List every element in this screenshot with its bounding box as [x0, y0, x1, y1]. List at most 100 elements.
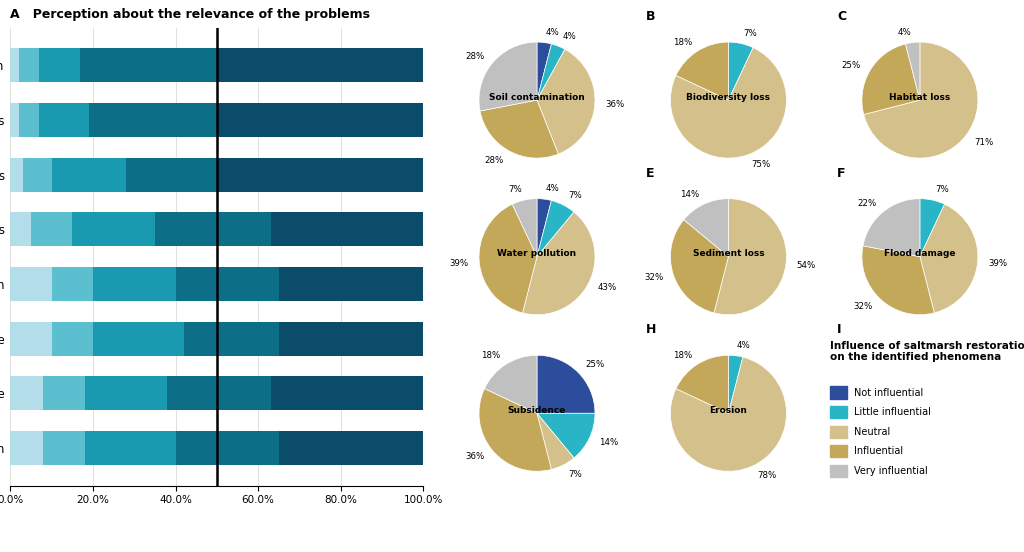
- Wedge shape: [479, 42, 537, 111]
- Text: H: H: [646, 323, 656, 336]
- Text: 7%: 7%: [935, 185, 948, 194]
- Bar: [43, 431, 85, 465]
- Text: 14%: 14%: [599, 438, 618, 447]
- Wedge shape: [537, 200, 573, 257]
- Text: 28%: 28%: [484, 156, 504, 164]
- Text: 4%: 4%: [546, 184, 559, 193]
- Wedge shape: [537, 413, 595, 458]
- Text: Very influential: Very influential: [854, 466, 928, 476]
- Bar: [183, 322, 279, 355]
- Wedge shape: [684, 199, 728, 257]
- Text: 22%: 22%: [857, 199, 877, 209]
- Text: I: I: [838, 323, 842, 336]
- Text: B: B: [646, 10, 655, 23]
- Bar: [217, 103, 424, 137]
- Bar: [10, 158, 23, 192]
- Wedge shape: [863, 199, 920, 257]
- Wedge shape: [484, 355, 537, 413]
- Text: 39%: 39%: [988, 259, 1008, 268]
- Text: 28%: 28%: [465, 52, 484, 61]
- FancyBboxPatch shape: [829, 465, 847, 477]
- Bar: [10, 267, 51, 301]
- Text: 18%: 18%: [481, 351, 501, 360]
- Text: 7%: 7%: [743, 29, 757, 38]
- Bar: [51, 158, 126, 192]
- Text: Flood damage: Flood damage: [884, 250, 955, 258]
- Bar: [270, 213, 424, 246]
- Text: 71%: 71%: [974, 137, 993, 146]
- Text: 43%: 43%: [598, 283, 617, 292]
- Bar: [81, 49, 217, 82]
- Text: Little influential: Little influential: [854, 407, 931, 417]
- Wedge shape: [671, 47, 786, 158]
- Text: Sediment loss: Sediment loss: [692, 250, 764, 258]
- Text: Erosion: Erosion: [710, 406, 748, 415]
- Bar: [89, 103, 217, 137]
- Bar: [93, 322, 183, 355]
- Wedge shape: [522, 212, 595, 315]
- Wedge shape: [480, 100, 558, 158]
- Text: 18%: 18%: [673, 38, 692, 47]
- Bar: [73, 213, 155, 246]
- Text: C: C: [838, 10, 846, 23]
- Wedge shape: [512, 199, 537, 257]
- Text: 4%: 4%: [546, 28, 559, 36]
- Text: 7%: 7%: [508, 185, 522, 194]
- Text: 4%: 4%: [562, 32, 575, 41]
- Bar: [155, 213, 270, 246]
- Wedge shape: [714, 199, 786, 315]
- Text: 39%: 39%: [450, 259, 469, 268]
- Wedge shape: [479, 204, 537, 313]
- Bar: [39, 103, 89, 137]
- Wedge shape: [537, 42, 551, 100]
- Bar: [43, 376, 85, 410]
- Wedge shape: [676, 42, 728, 100]
- Text: Soil contamination: Soil contamination: [489, 93, 585, 102]
- Text: 14%: 14%: [680, 190, 699, 199]
- Text: F: F: [838, 167, 846, 180]
- Bar: [217, 49, 424, 82]
- Bar: [279, 431, 424, 465]
- Bar: [23, 158, 51, 192]
- Bar: [217, 158, 424, 192]
- Bar: [175, 267, 279, 301]
- Text: Not influential: Not influential: [854, 388, 924, 397]
- Bar: [126, 158, 217, 192]
- Text: 36%: 36%: [465, 453, 484, 461]
- Text: Biodiversity loss: Biodiversity loss: [686, 93, 770, 102]
- Bar: [10, 49, 18, 82]
- Bar: [10, 376, 43, 410]
- Text: 54%: 54%: [797, 261, 815, 270]
- Wedge shape: [862, 246, 934, 315]
- Text: Habitat loss: Habitat loss: [889, 93, 950, 102]
- Wedge shape: [537, 355, 595, 413]
- Wedge shape: [728, 355, 742, 413]
- Bar: [39, 49, 81, 82]
- Wedge shape: [862, 44, 920, 114]
- Text: A   Perception about the relevance of the problems: A Perception about the relevance of the …: [10, 8, 371, 21]
- Text: E: E: [646, 167, 654, 180]
- Text: Water pollution: Water pollution: [498, 250, 577, 258]
- Text: 78%: 78%: [758, 471, 777, 480]
- FancyBboxPatch shape: [829, 406, 847, 418]
- Text: 36%: 36%: [605, 100, 625, 109]
- Bar: [85, 376, 167, 410]
- Bar: [18, 49, 39, 82]
- Bar: [10, 431, 43, 465]
- Bar: [10, 213, 31, 246]
- Bar: [175, 431, 279, 465]
- Bar: [279, 267, 424, 301]
- Text: 4%: 4%: [737, 341, 751, 350]
- Text: 7%: 7%: [568, 470, 582, 479]
- Wedge shape: [671, 357, 786, 471]
- Bar: [270, 376, 424, 410]
- FancyBboxPatch shape: [829, 426, 847, 438]
- Bar: [279, 322, 424, 355]
- Wedge shape: [671, 220, 728, 313]
- Wedge shape: [537, 49, 595, 154]
- Bar: [10, 322, 51, 355]
- Bar: [10, 103, 18, 137]
- Wedge shape: [676, 355, 728, 413]
- Text: 7%: 7%: [568, 191, 582, 200]
- Wedge shape: [537, 199, 551, 257]
